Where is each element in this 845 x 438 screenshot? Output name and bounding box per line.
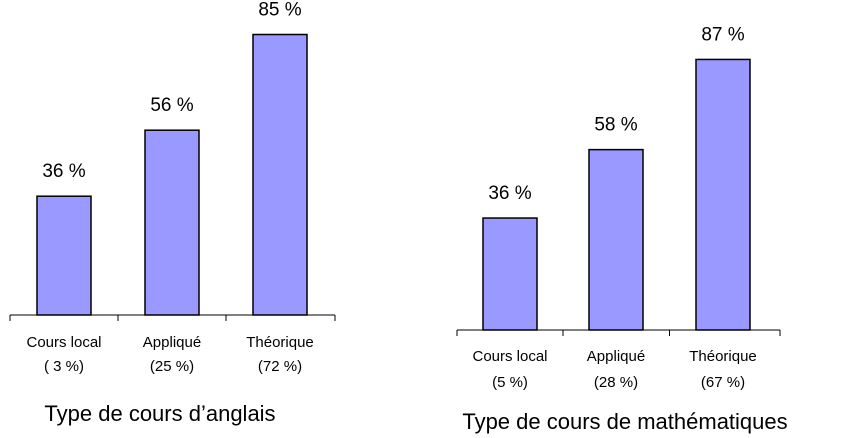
category-note: (28 %) [594,374,638,391]
category-label: Appliqué [143,334,201,351]
category-note: (72 %) [258,358,302,375]
category-label: Cours local [26,334,101,351]
bar [482,217,538,331]
category-note: (5 %) [492,374,528,391]
category-label: Cours local [472,348,547,365]
bar [252,33,308,316]
category-note: (25 %) [150,358,194,375]
value-label: 85 % [258,0,301,21]
category-label: Théorique [246,334,314,351]
category-label: Appliqué [587,348,645,365]
value-label: 36 % [488,183,531,204]
value-label: 87 % [701,24,744,45]
category-note: (67 %) [701,374,745,391]
bar [36,195,92,316]
value-label: 56 % [150,95,193,116]
value-label: 36 % [42,161,85,182]
category-label: Théorique [689,348,757,365]
category-note: ( 3 %) [44,358,84,375]
bar [695,58,751,331]
value-label: 58 % [594,115,637,136]
chart-title: Type de cours de mathématiques [462,409,787,434]
bar [144,129,200,316]
chart-title: Type de cours d’anglais [44,401,275,426]
bar [588,148,644,331]
